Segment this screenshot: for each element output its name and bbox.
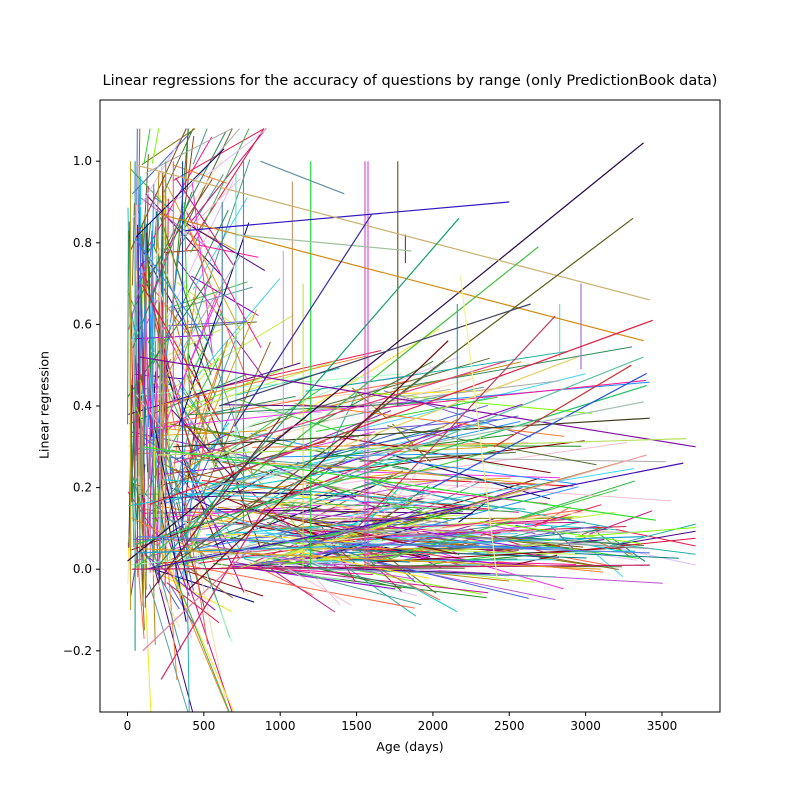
x-tick-label: 3500: [647, 719, 678, 733]
x-tick-label: 2500: [494, 719, 525, 733]
y-tick-label: 1.0: [73, 154, 92, 168]
regression-line: [144, 562, 145, 586]
x-tick-label: 1500: [341, 719, 372, 733]
x-axis-label: Age (days): [100, 739, 720, 754]
y-tick-label: −0.2: [63, 644, 92, 658]
regression-line: [159, 196, 160, 204]
regression-line: [154, 441, 155, 468]
y-tick-label: 0.2: [73, 481, 92, 495]
y-axis: −0.2 0.0 0.2 0.4 0.6 0.8 1.0: [63, 154, 100, 658]
regression-line: [457, 564, 483, 565]
x-tick-label: 3000: [570, 719, 601, 733]
regression-line: [140, 418, 141, 550]
y-tick-label: 0.4: [73, 399, 92, 413]
y-tick-label: 0.8: [73, 236, 92, 250]
x-tick-label: 2000: [418, 719, 449, 733]
x-tick-label: 0: [124, 719, 132, 733]
x-tick-label: 1000: [265, 719, 296, 733]
y-axis-label: Linear regression: [37, 351, 52, 459]
chart-title: Linear regressions for the accuracy of q…: [0, 73, 800, 89]
x-axis: 0 500 1000 1500 2000 2500 3000 3500: [124, 712, 678, 733]
y-tick-label: 0.6: [73, 317, 92, 331]
y-tick-label: 0.0: [73, 562, 92, 576]
x-tick-label: 500: [192, 719, 215, 733]
